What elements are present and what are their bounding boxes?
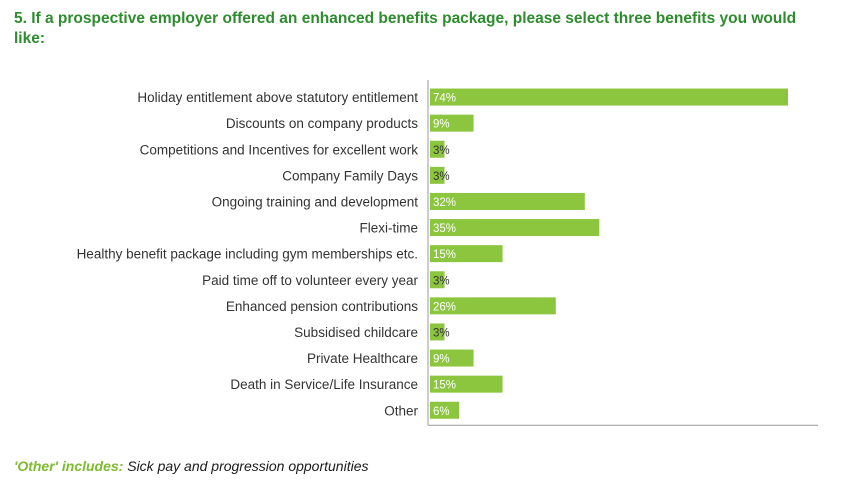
bar — [430, 271, 445, 289]
value-label: 3% — [433, 171, 450, 183]
category-label: Subsidised childcare — [294, 325, 418, 340]
bar — [430, 297, 556, 315]
footnote: 'Other' includes: Sick pay and progressi… — [14, 458, 369, 474]
category-label: Healthy benefit package including gym me… — [77, 247, 418, 262]
category-label: Company Family Days — [282, 168, 418, 183]
bar — [430, 401, 460, 419]
category-label: Discounts on company products — [226, 116, 418, 131]
value-label: 15% — [433, 249, 456, 261]
value-label: 9% — [433, 119, 450, 131]
bar — [430, 219, 600, 237]
category-label: Holiday entitlement above statutory enti… — [137, 90, 418, 105]
value-label: 26% — [433, 301, 456, 313]
value-label: 6% — [433, 406, 450, 418]
category-label: Death in Service/Life Insurance — [230, 377, 418, 392]
benefits-bar-chart: Holiday entitlement above statutory enti… — [77, 80, 818, 426]
bar — [430, 140, 445, 158]
bar — [430, 88, 788, 106]
value-label: 3% — [433, 327, 450, 339]
question-heading: 5. If a prospective employer offered an … — [14, 10, 797, 47]
bar — [430, 323, 445, 341]
category-label: Competitions and Incentives for excellen… — [140, 142, 419, 157]
value-label: 74% — [433, 93, 456, 105]
category-label: Private Healthcare — [307, 351, 418, 366]
category-label: Ongoing training and development — [212, 194, 419, 209]
footnote-label: 'Other' includes: — [14, 458, 124, 474]
bar — [430, 166, 445, 184]
bar — [430, 192, 585, 210]
bar — [430, 349, 474, 367]
bars — [430, 88, 788, 419]
value-label: 9% — [433, 354, 450, 366]
value-label: 15% — [433, 380, 456, 392]
footnote-text: Sick pay and progression opportunities — [123, 458, 369, 474]
category-label: Enhanced pension contributions — [226, 299, 418, 314]
category-label: Paid time off to volunteer every year — [202, 273, 418, 288]
category-label: Flexi-time — [359, 221, 418, 236]
bar — [430, 245, 503, 263]
category-label: Other — [384, 403, 418, 418]
bar — [430, 375, 503, 393]
value-labels: 74% 9% 3% 3% 32% 35% 15% 3% 26% 3% 9% 15% 6% — [433, 93, 456, 418]
category-labels: Holiday entitlement above statutory enti… — [77, 90, 419, 418]
bar — [430, 114, 474, 132]
value-label: 3% — [433, 275, 450, 287]
value-label: 35% — [433, 223, 456, 235]
value-label: 3% — [433, 145, 450, 157]
value-label: 32% — [433, 197, 456, 209]
